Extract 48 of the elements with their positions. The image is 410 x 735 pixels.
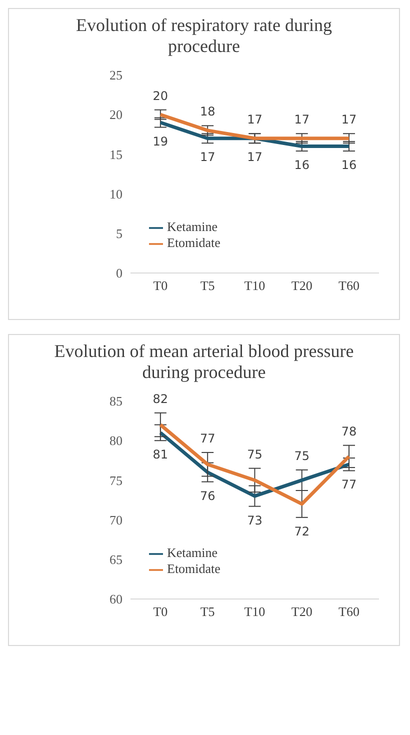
y-tick-label: 10 xyxy=(109,186,122,202)
x-tick-label: T20 xyxy=(291,278,312,294)
data-label: 73 xyxy=(247,513,262,528)
y-tick-label: 75 xyxy=(109,472,122,488)
legend-label: Ketamine xyxy=(167,218,218,234)
y-tick-label: 20 xyxy=(109,107,122,122)
legend-label: Etomidate xyxy=(167,560,220,576)
data-label: 82 xyxy=(152,392,168,406)
y-tick-label: 70 xyxy=(109,512,122,528)
data-label: 17 xyxy=(294,112,310,127)
x-tick-label: T10 xyxy=(244,604,266,620)
y-tick-label: 65 xyxy=(109,552,122,568)
data-label: 19 xyxy=(152,134,168,148)
x-tick-label: T20 xyxy=(291,604,312,620)
data-label: 76 xyxy=(200,488,216,503)
y-tick-label: 15 xyxy=(109,146,122,162)
data-label: 20 xyxy=(152,88,168,103)
y-tick-label: 25 xyxy=(109,68,122,83)
legend-label: Ketamine xyxy=(167,544,218,560)
data-label: 75 xyxy=(294,448,310,463)
data-label: 77 xyxy=(341,478,357,492)
y-tick-label: 85 xyxy=(109,394,122,409)
x-tick-label: T10 xyxy=(244,278,266,294)
chart-title: Evolution of mean arterial blood pressure during procedure xyxy=(53,341,355,383)
data-label: 16 xyxy=(294,158,310,172)
y-tick-label: 5 xyxy=(116,226,122,242)
y-tick-label: 0 xyxy=(116,266,122,281)
chart-title: Evolution of respiratory rate during procedure xyxy=(75,15,333,57)
data-label: 77 xyxy=(200,431,216,446)
x-tick-label: T5 xyxy=(200,278,215,294)
x-tick-label: T0 xyxy=(153,604,168,620)
data-label: 72 xyxy=(294,524,310,538)
data-label: 78 xyxy=(341,424,357,438)
y-tick-label: 60 xyxy=(109,592,122,607)
y-tick-label: 80 xyxy=(109,433,122,448)
legend-label: Etomidate xyxy=(167,234,220,250)
data-label: 17 xyxy=(247,112,262,127)
data-label: 75 xyxy=(247,447,262,462)
x-tick-label: T0 xyxy=(153,278,168,294)
data-label: 17 xyxy=(341,112,357,127)
data-label: 81 xyxy=(152,448,168,462)
data-label: 16 xyxy=(341,158,357,172)
x-tick-label: T5 xyxy=(200,604,215,620)
data-label: 18 xyxy=(200,104,216,119)
x-tick-label: T60 xyxy=(338,278,360,294)
x-tick-label: T60 xyxy=(338,604,360,620)
data-label: 17 xyxy=(200,150,216,164)
data-label: 17 xyxy=(247,150,262,164)
